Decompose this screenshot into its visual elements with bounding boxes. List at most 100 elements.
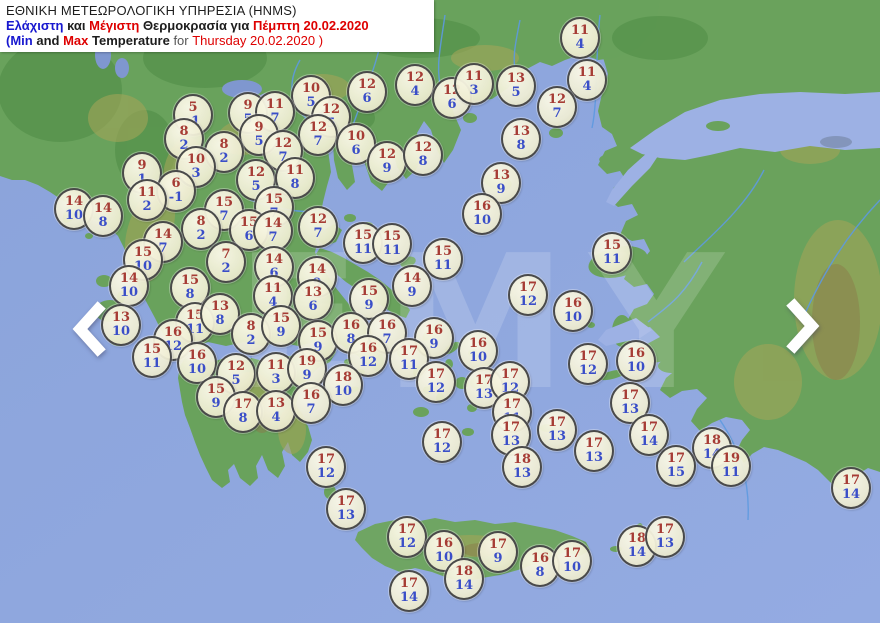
min-temp-value: 11 <box>721 465 741 480</box>
max-temp-value: 17 <box>399 344 419 359</box>
temp-bubble: 12 9 <box>367 141 407 183</box>
max-temp-value: 16 <box>163 325 183 340</box>
temp-bubble: 13 6 <box>293 279 333 321</box>
min-temp-value: 10 <box>468 350 488 365</box>
min-temp-value: 14 <box>639 434 659 449</box>
max-temp-value: 18 <box>333 370 353 385</box>
min-temp-value: 11 <box>602 252 622 267</box>
max-temp-value: 12 <box>413 140 433 155</box>
max-temp-value: 8 <box>179 124 189 139</box>
max-temp-value: 17 <box>432 427 452 442</box>
temp-bubble: 15 11 <box>132 336 172 378</box>
max-temp-value: 18 <box>627 531 647 546</box>
max-temp-value: 8 <box>246 319 256 334</box>
temp-bubble: 17 10 <box>552 540 592 582</box>
min-temp-value: 7 <box>306 402 316 417</box>
min-temp-value: 10 <box>119 285 139 300</box>
max-temp-value: 12 <box>321 102 341 117</box>
max-temp-value: 13 <box>491 168 511 183</box>
max-temp-value: 13 <box>266 396 286 411</box>
middle-gr: Θερμοκρασία για <box>142 18 250 33</box>
strait-dardanelles <box>606 152 658 206</box>
min-temp-value: 2 <box>196 228 206 243</box>
temp-bubble: 13 4 <box>256 390 296 432</box>
temp-bubble: 17 13 <box>574 430 614 472</box>
and-word-gr: και <box>67 18 86 33</box>
max-temp-value: 16 <box>434 536 454 551</box>
min-temp-value: 6 <box>308 299 318 314</box>
min-temp-value: 12 <box>578 363 598 378</box>
min-temp-value: 6 <box>244 229 254 244</box>
min-temp-value: 10 <box>434 550 454 565</box>
min-temp-value: 4 <box>271 410 281 425</box>
temp-bubble: 12 7 <box>298 114 338 156</box>
min-temp-value: 15 <box>666 465 686 480</box>
min-temp-value: 10 <box>111 324 131 339</box>
min-temp-value: 7 <box>552 106 562 121</box>
max-temp-value: 13 <box>506 71 526 86</box>
min-temp-value: 9 <box>276 325 286 340</box>
min-temp-value: 4 <box>268 295 278 310</box>
min-temp-value: 12 <box>397 536 417 551</box>
max-temp-value: 14 <box>119 271 139 286</box>
next-day-arrow[interactable] <box>782 298 826 354</box>
temp-bubble: 16 10 <box>462 193 502 235</box>
subtitle-english: (Min and Max Temperature for Thursday 20… <box>6 33 428 48</box>
min-temp-value: 3 <box>469 83 479 98</box>
chevron-left-icon <box>72 301 106 357</box>
max-temp-value: 15 <box>133 245 153 260</box>
min-temp-value: 13 <box>620 402 640 417</box>
max-temp-value: 12 <box>308 212 328 227</box>
min-temp-value: 11 <box>382 243 402 258</box>
max-temp-value: 14 <box>263 216 283 231</box>
max-temp-value: 11 <box>266 358 286 373</box>
max-temp-value: 17 <box>666 451 686 466</box>
min-temp-value: 6 <box>351 143 361 158</box>
max-temp-value: 9 <box>243 98 253 113</box>
min-temp-value: 6 <box>362 91 372 106</box>
min-temp-value: 12 <box>426 381 446 396</box>
subtitle-greek: Ελάχιστη και Μέγιστη Θερμοκρασία για Πέμ… <box>6 18 428 33</box>
max-temp-value: 12 <box>246 165 266 180</box>
min-temp-value: 10 <box>472 213 492 228</box>
temp-bubble: 17 12 <box>508 274 548 316</box>
temp-bubble: 17 15 <box>656 445 696 487</box>
temp-bubble: 16 10 <box>424 530 464 572</box>
max-temp-value: 16 <box>341 318 361 333</box>
max-temp-value: 17 <box>578 349 598 364</box>
max-temp-value: 17 <box>399 576 419 591</box>
min-temp-value: 7 <box>278 150 288 165</box>
max-temp-value: 11 <box>137 185 157 200</box>
prev-day-arrow[interactable] <box>66 301 110 357</box>
min-temp-value: 5 <box>306 95 316 110</box>
max-temp-value: 17 <box>655 522 675 537</box>
temp-bubble: 17 14 <box>831 467 871 509</box>
min-temp-value: 9 <box>493 551 503 566</box>
max-temp-value: 11 <box>285 163 305 178</box>
min-temp-value: 2 <box>142 199 152 214</box>
min-word-en: (Min <box>6 33 33 48</box>
title-box: ΕΘΝΙΚΗ ΜΕΤΕΩΡΟΛΟΓΙΚΗ ΥΠΗΡΕΣΙΑ (HNMS) Ελά… <box>0 0 434 52</box>
min-temp-value: 13 <box>584 450 604 465</box>
max-temp-value: 14 <box>402 271 422 286</box>
date-en: Thursday 20.02.2020 ) <box>192 33 324 48</box>
max-temp-value: 17 <box>488 537 508 552</box>
temp-bubble: 16 10 <box>553 290 593 332</box>
min-temp-value: 13 <box>474 387 494 402</box>
max-temp-value: 11 <box>464 69 484 84</box>
max-temp-value: 17 <box>397 522 417 537</box>
min-temp-value: 10 <box>626 360 646 375</box>
max-temp-value: 15 <box>214 195 234 210</box>
min-temp-value: 9 <box>429 337 439 352</box>
max-temp-value: 13 <box>511 124 531 139</box>
max-temp-value: 16 <box>301 388 321 403</box>
max-temp-value: 8 <box>219 137 229 152</box>
temp-bubble: 11 4 <box>567 59 607 101</box>
max-temp-value: 16 <box>530 551 550 566</box>
max-temp-value: 16 <box>472 199 492 214</box>
chevron-right-icon <box>786 298 820 354</box>
temp-bubble: 15 9 <box>261 305 301 347</box>
min-temp-value: 7 <box>382 332 392 347</box>
min-temp-value: 9 <box>407 285 417 300</box>
